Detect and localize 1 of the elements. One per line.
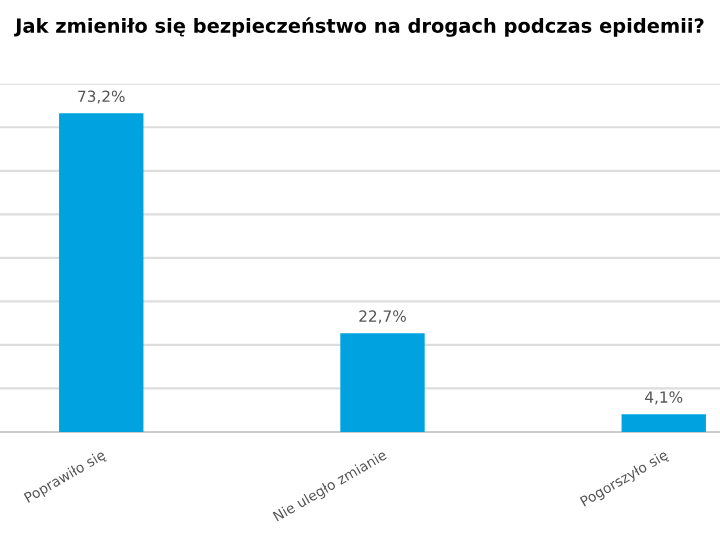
chart-title: Jak zmieniło się bezpieczeństwo na drogach podczas epidemii?	[14, 17, 704, 37]
